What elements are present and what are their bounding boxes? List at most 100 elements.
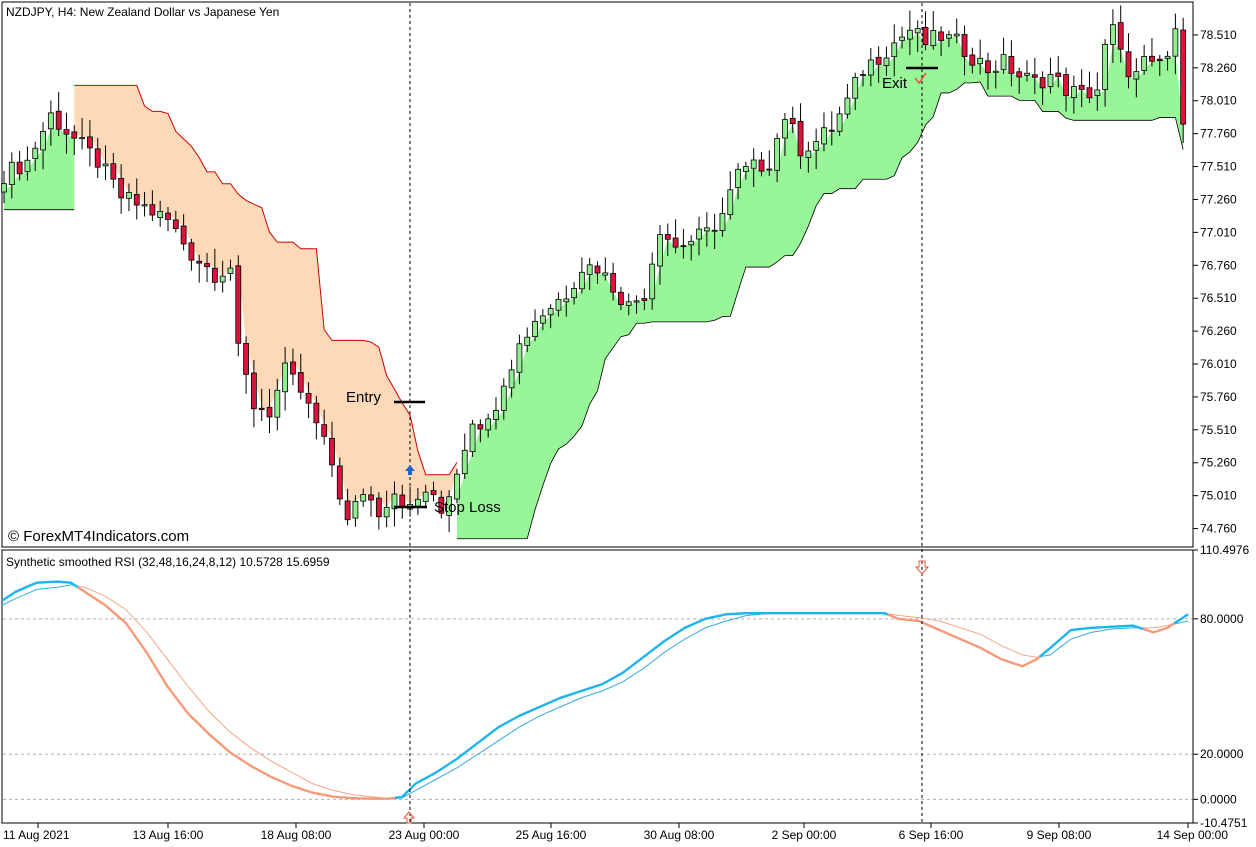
candle — [750, 148, 757, 187]
bear-band-0 — [74, 85, 457, 508]
candle — [102, 145, 109, 180]
buy-arrow-icon — [405, 465, 415, 475]
candle-body — [578, 271, 585, 290]
candle-body — [454, 473, 460, 500]
price-tick-label: 75.260 — [1200, 456, 1237, 470]
rsi-fast-line-segment — [887, 613, 1041, 668]
candle-body — [774, 138, 781, 171]
candle-body — [477, 424, 484, 430]
candle — [235, 255, 242, 357]
candle-body — [313, 402, 320, 424]
rsi-fast-line-segment — [1173, 613, 1189, 625]
candle-body — [1125, 51, 1132, 78]
candle — [985, 52, 991, 90]
candle — [672, 219, 679, 254]
candle — [219, 260, 226, 293]
candle-body — [360, 493, 367, 502]
candle-body — [79, 137, 85, 140]
candle-body — [305, 392, 312, 404]
candle — [383, 490, 390, 528]
candle-body — [297, 372, 304, 393]
candle — [688, 235, 695, 261]
rsi-axis: 110.4976 80.0000 20.0000 0.0000 -10.4751 — [1193, 543, 1249, 830]
candle-body — [563, 298, 570, 303]
candle — [211, 248, 218, 291]
candle-body — [696, 228, 702, 240]
candle — [172, 210, 179, 233]
candle-body — [914, 28, 921, 34]
candle — [657, 224, 663, 285]
candle-body — [32, 147, 39, 159]
candle — [852, 72, 859, 111]
candle — [789, 106, 796, 134]
candle-body — [1039, 77, 1046, 89]
candle-body — [180, 225, 187, 245]
candle-body — [1110, 24, 1116, 45]
candle — [87, 120, 93, 167]
candle — [1149, 38, 1155, 67]
candle — [469, 419, 476, 457]
rsi-fast-line-segment — [1142, 622, 1175, 634]
candle-body — [758, 159, 765, 172]
candle-body — [1117, 22, 1124, 50]
candle — [40, 122, 46, 170]
candle — [555, 292, 562, 317]
candle-body — [1063, 74, 1069, 96]
candle-body — [930, 29, 937, 47]
candle-body — [235, 265, 242, 344]
candle — [258, 388, 265, 422]
candle — [430, 481, 437, 502]
candle-body — [250, 372, 257, 410]
candle-body — [1133, 71, 1140, 80]
candle-body — [516, 343, 523, 373]
candle — [946, 30, 952, 48]
candle — [94, 137, 101, 179]
candle-body — [672, 237, 679, 248]
candle — [828, 111, 835, 146]
candle-body — [94, 148, 101, 168]
signal-vertical-lines — [409, 3, 923, 823]
candle — [329, 421, 335, 477]
candle-body — [625, 301, 632, 306]
rsi-fast-line-segment — [394, 611, 889, 800]
stop-loss-label: Stop Loss — [434, 499, 501, 516]
candle — [71, 125, 78, 156]
candle — [594, 261, 601, 284]
candle — [992, 60, 999, 89]
candle — [305, 382, 312, 419]
bull-band-0 — [4, 128, 75, 210]
price-tick-label: 74.760 — [1200, 522, 1237, 536]
candle — [774, 133, 781, 183]
candle — [735, 163, 741, 200]
candle — [1039, 71, 1046, 105]
price-tick-label: 76.010 — [1200, 357, 1237, 371]
bull-band-edge-1 — [456, 81, 1184, 540]
bear-band-edge-0 — [74, 84, 458, 476]
candle — [8, 152, 15, 199]
candle-body — [641, 298, 648, 301]
candle-body — [1156, 58, 1163, 62]
candle-body — [860, 74, 866, 76]
sell-signal-arrow-icon — [914, 560, 930, 575]
price-tick-label: 77.760 — [1200, 127, 1237, 141]
candle — [438, 490, 445, 519]
candle — [1047, 57, 1054, 94]
candle-body — [844, 97, 851, 115]
rsi-tick-label: 110.4976 — [1200, 543, 1249, 557]
candle-body — [438, 496, 445, 514]
rsi-slow-up-segment — [395, 612, 885, 799]
candle-body — [414, 498, 421, 507]
candle-body — [446, 496, 453, 516]
candle-body — [8, 161, 15, 185]
candle — [79, 118, 85, 150]
candle-body — [258, 407, 265, 411]
rsi-tick-label: -10.4751 — [1200, 816, 1248, 830]
candle-body — [875, 56, 882, 65]
price-tick-label: 75.760 — [1200, 390, 1237, 404]
candle — [641, 288, 648, 311]
candle — [321, 409, 328, 445]
candle-body — [102, 163, 109, 167]
time-tick-label: 11 Aug 2021 — [3, 828, 70, 842]
rsi-slow-up-segment — [1039, 627, 1140, 658]
